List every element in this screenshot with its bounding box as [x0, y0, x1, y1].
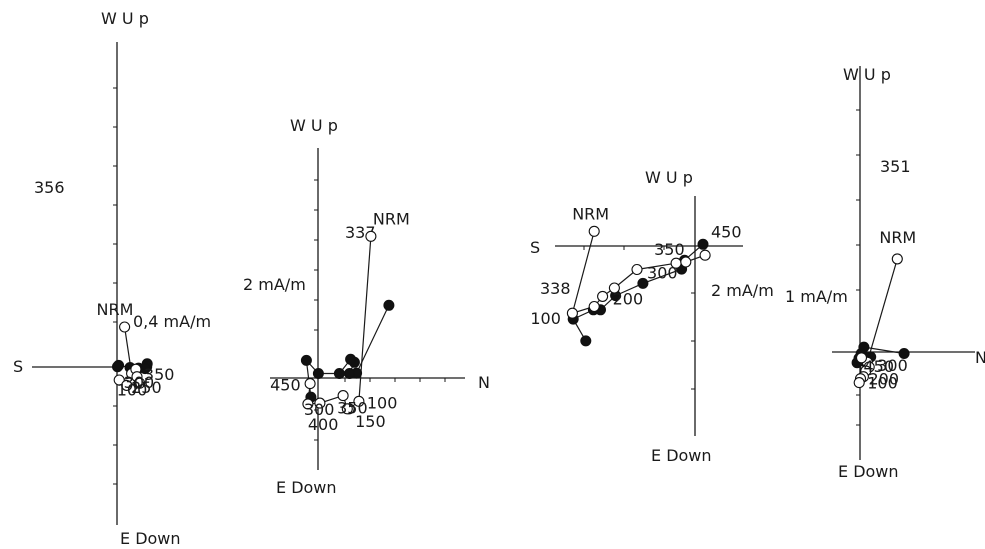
axis-label-up: W U p: [843, 65, 891, 84]
filled-data-point: [637, 277, 649, 289]
open-data-point: [855, 352, 868, 364]
open-data-point: [699, 249, 711, 261]
open-data-point: [341, 403, 353, 415]
point-label: NRM: [879, 228, 916, 247]
scale-label: 2 mA/m: [243, 275, 306, 294]
point-label: NRM: [97, 300, 134, 319]
axis-label-south: S: [13, 357, 23, 376]
axis-label-down: E Down: [120, 529, 181, 548]
open-data-point: [353, 395, 365, 407]
horizontal-projection-path: [305, 305, 390, 398]
open-data-point: [337, 390, 349, 402]
open-data-point: [566, 307, 578, 319]
point-label: 300: [304, 400, 335, 419]
filled-data-point: [383, 299, 395, 311]
open-data-point: [121, 379, 133, 391]
point-label: NRM: [373, 209, 410, 228]
scale-label: 2 mA/m: [711, 281, 774, 300]
filled-data-point: [580, 335, 592, 347]
point-label: 350: [654, 240, 685, 259]
axis-label-north: N: [478, 373, 490, 392]
open-data-point: [113, 374, 125, 386]
filled-data-point: [312, 368, 324, 379]
axis-label-up: W U p: [645, 168, 693, 187]
point-label: 200: [613, 289, 644, 308]
filled-data-point: [112, 361, 123, 373]
point-label: 300: [647, 264, 678, 283]
filled-data-point: [300, 354, 312, 366]
filled-data-point: [697, 238, 709, 250]
point-label: 100: [867, 374, 898, 393]
open-data-point: [608, 282, 620, 294]
axis-label-up: W U p: [290, 116, 338, 135]
open-data-point: [680, 256, 692, 268]
axis-label-north: N: [975, 348, 985, 367]
open-data-point: [314, 397, 326, 409]
open-data-point: [891, 253, 903, 265]
point-label: 450: [711, 222, 742, 241]
axis-label-up: W U p: [101, 9, 149, 28]
filled-data-point: [898, 348, 910, 359]
panel-label: 356: [34, 178, 65, 197]
open-data-point: [597, 290, 609, 302]
point-label: 250: [131, 378, 162, 397]
point-label: 450: [863, 357, 894, 376]
point-label: 400: [308, 415, 339, 434]
panel-label: 338: [540, 279, 571, 298]
axis-label-south: S: [530, 238, 540, 257]
axis-label-down: E Down: [838, 462, 899, 481]
point-label: 100: [530, 309, 561, 328]
axis-label-down: E Down: [276, 478, 337, 497]
open-data-point: [304, 378, 316, 390]
open-data-point: [853, 377, 865, 389]
open-data-point: [134, 377, 146, 389]
filled-data-point: [344, 368, 355, 379]
filled-data-point: [333, 368, 345, 379]
point-label: 300: [877, 356, 908, 375]
point-label: 350: [144, 365, 175, 384]
open-data-point: [302, 398, 314, 410]
open-data-point: [119, 321, 131, 333]
scale-label: 1 mA/m: [785, 287, 848, 306]
scale-label: 0,4 mA/m: [133, 312, 211, 331]
point-label: 100: [117, 380, 148, 399]
point-label: 100: [367, 393, 398, 412]
filled-data-point: [345, 353, 357, 365]
panel-label: 351: [880, 157, 911, 176]
point-label: 150: [355, 412, 386, 431]
point-label: 350: [337, 399, 368, 418]
point-label: 200: [868, 370, 899, 389]
axis-label-down: E Down: [651, 446, 712, 465]
open-data-point: [588, 300, 600, 313]
point-label: 300: [124, 373, 155, 392]
open-data-point: [631, 263, 643, 276]
point-label: NRM: [572, 204, 609, 223]
point-label: 450: [270, 376, 301, 395]
open-data-point: [365, 230, 377, 242]
open-data-point: [588, 225, 600, 237]
